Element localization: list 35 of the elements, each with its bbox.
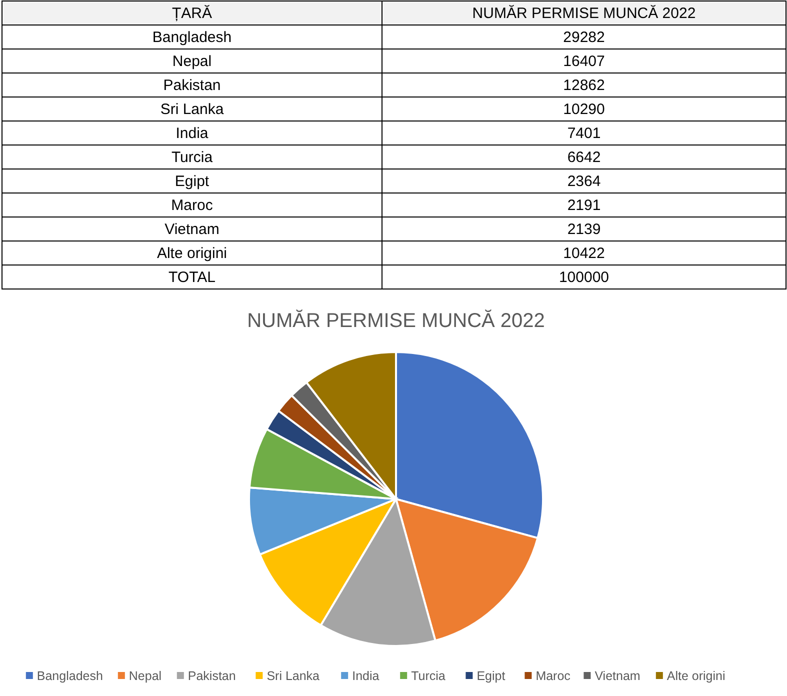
text: TOTAL — [168, 269, 216, 286]
text: 16407 — [563, 53, 605, 70]
text: NUMĂR PERMISE MUNCĂ 2022 — [472, 4, 696, 22]
text: 29282 — [563, 29, 605, 46]
legend-label: Bangladesh — [36, 669, 103, 683]
text: 2139 — [567, 221, 601, 238]
chart-title: NUMĂR PERMISE MUNCĂ 2022 — [247, 309, 545, 332]
text: 7401 — [567, 125, 601, 142]
legend-label: Turcia — [411, 669, 446, 683]
legend-label: Nepal — [128, 669, 162, 683]
text: Bangladesh — [152, 29, 232, 46]
text: Turcia — [171, 149, 214, 166]
text: 6642 — [567, 149, 601, 166]
text: India — [176, 125, 209, 142]
text: 100000 — [558, 269, 610, 286]
legend-label: Pakistan — [188, 669, 236, 683]
text: Sri Lanka — [160, 101, 224, 118]
legend-label: Sri Lanka — [266, 669, 320, 683]
legend-label: Vietnam — [594, 669, 640, 683]
text: Pakistan — [163, 77, 221, 94]
text: Egipt — [174, 173, 210, 190]
text: Nepal — [172, 53, 212, 70]
text: Alte origini — [156, 245, 228, 262]
text: ȚARĂ — [172, 4, 212, 22]
text: 2364 — [567, 173, 601, 190]
text: Vietnam — [164, 221, 220, 238]
legend-label: India — [352, 669, 380, 683]
text: Maroc — [171, 197, 214, 214]
legend-label: Alte origini — [666, 669, 726, 683]
legend-label: Egipt — [476, 669, 506, 683]
text: 10290 — [563, 101, 605, 118]
text: 10422 — [563, 245, 605, 262]
legend-label: Maroc — [536, 669, 570, 683]
text: 2191 — [567, 197, 601, 214]
text: 12862 — [563, 77, 605, 94]
